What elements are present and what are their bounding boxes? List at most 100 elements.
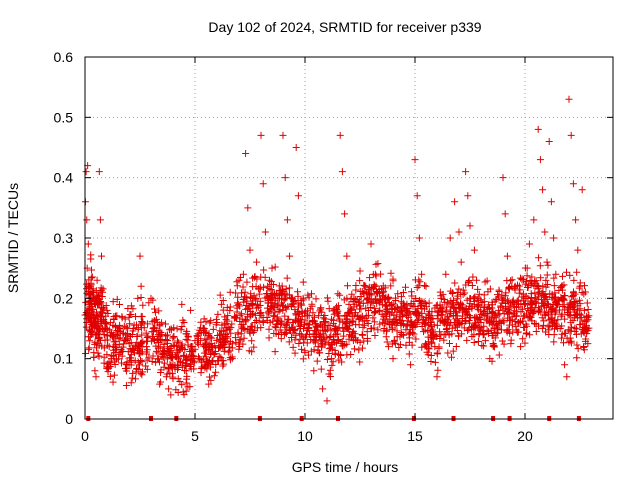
data-point (578, 288, 586, 296)
data-point (508, 276, 516, 284)
data-point (226, 354, 234, 362)
data-point (240, 324, 248, 332)
data-point (411, 276, 419, 284)
data-point (95, 352, 103, 360)
data-point (285, 284, 293, 292)
data-point (126, 320, 134, 328)
data-point (547, 315, 555, 323)
data-point (530, 216, 538, 224)
data-point (119, 343, 127, 351)
data-point (349, 298, 357, 306)
data-point (397, 293, 405, 301)
data-point (359, 323, 367, 331)
data-point (494, 325, 502, 333)
data-point (297, 300, 305, 308)
data-point (87, 318, 94, 326)
data-point (393, 333, 401, 341)
data-point (523, 329, 531, 337)
data-point (162, 320, 170, 328)
data-point (546, 290, 554, 298)
data-point (474, 338, 482, 346)
data-point (402, 306, 410, 314)
data-point (409, 321, 417, 329)
data-point (109, 298, 117, 306)
data-point (582, 325, 589, 332)
data-point (340, 327, 348, 335)
data-point (109, 378, 117, 386)
data-point (210, 372, 218, 380)
data-point (197, 324, 205, 332)
data-point (498, 291, 506, 299)
data-point (323, 294, 331, 302)
data-point (571, 327, 579, 335)
data-point (561, 361, 569, 369)
data-point (91, 300, 99, 308)
data-point (98, 252, 105, 260)
data-point (184, 332, 192, 340)
data-point (423, 348, 431, 356)
data-point (541, 312, 549, 320)
data-point (480, 342, 488, 350)
data-point (341, 341, 349, 349)
data-point (121, 315, 129, 323)
data-point (393, 318, 401, 326)
data-point (112, 331, 120, 339)
data-point (148, 358, 156, 366)
data-point (567, 131, 575, 139)
data-point (154, 355, 162, 363)
data-point (416, 278, 424, 286)
data-point (87, 327, 95, 335)
data-point (355, 346, 363, 354)
data-point (566, 271, 574, 279)
data-point (357, 292, 365, 300)
data-point (226, 303, 234, 311)
data-point (314, 326, 322, 334)
data-point (138, 331, 146, 339)
data-point (574, 246, 582, 254)
data-point (475, 290, 483, 298)
data-point (232, 289, 240, 297)
data-point (122, 381, 130, 389)
data-point (331, 322, 339, 330)
data-point (539, 186, 547, 194)
data-point (470, 323, 478, 331)
data-point (224, 312, 232, 320)
data-point (446, 339, 454, 347)
data-point (448, 353, 456, 361)
data-point (428, 338, 436, 346)
data-point (216, 331, 223, 339)
data-point (103, 320, 111, 328)
data-point (421, 326, 429, 334)
data-point (363, 328, 371, 336)
data-point (503, 252, 511, 260)
axis-ticks: 0 0.1 0.2 0.3 0.4 0.5 0.6 0 5 10 15 20 (54, 49, 613, 444)
data-point (96, 216, 104, 224)
data-point (204, 361, 212, 369)
data-point (475, 300, 483, 308)
data-point (313, 357, 321, 365)
y-axis-label: SRMTID / TECUs (5, 183, 21, 293)
data-point (563, 334, 571, 342)
data-point (524, 314, 532, 322)
data-point (445, 331, 453, 339)
data-point (288, 294, 296, 302)
data-point (283, 216, 291, 224)
data-point (442, 306, 450, 314)
data-point (149, 325, 157, 332)
data-point (240, 334, 248, 342)
data-point (498, 326, 506, 334)
data-point (512, 323, 520, 331)
data-point (519, 335, 527, 343)
data-point (405, 307, 413, 315)
data-point (278, 282, 286, 290)
data-point (275, 307, 283, 315)
data-point (241, 326, 249, 334)
data-point (574, 345, 582, 353)
data-point (490, 325, 498, 332)
data-point (490, 342, 498, 350)
data-point (488, 301, 496, 309)
data-point (138, 319, 146, 327)
data-point (148, 328, 156, 336)
data-point (235, 340, 243, 348)
data-point (134, 325, 142, 333)
